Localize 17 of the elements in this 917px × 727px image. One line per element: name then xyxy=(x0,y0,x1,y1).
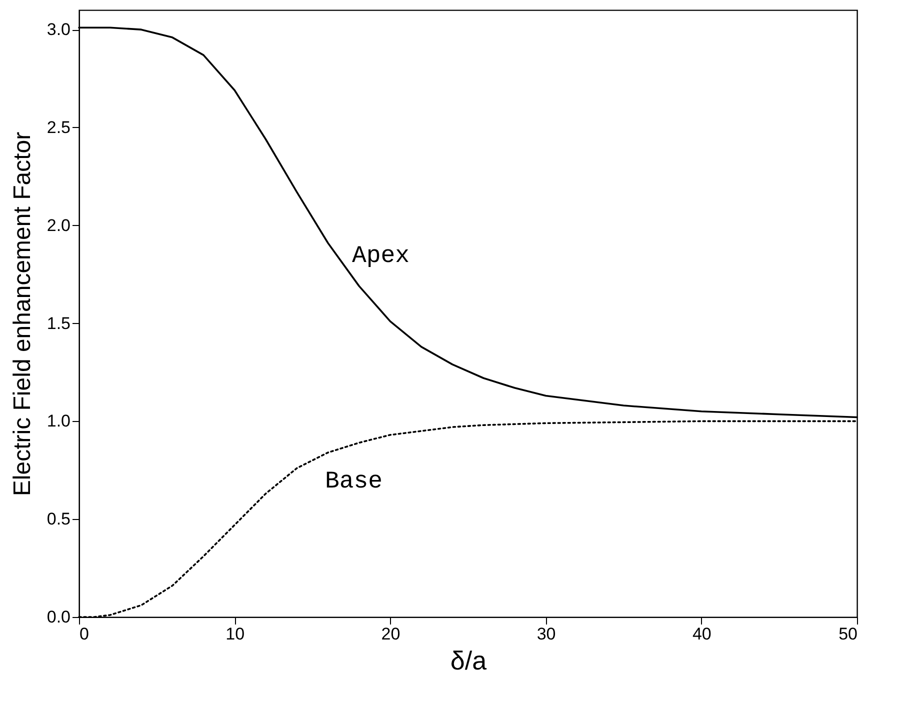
y-tick-label: 2.5 xyxy=(46,118,70,137)
x-tick-label: 40 xyxy=(692,624,712,644)
x-tick-label: 10 xyxy=(226,624,245,644)
y-tick-label: 1.0 xyxy=(46,412,70,431)
y-tick-label: 1.5 xyxy=(46,314,70,333)
x-axis-title: δ/a xyxy=(450,646,488,676)
x-tick-label: 0 xyxy=(80,624,89,644)
y-axis-title: Electric Field enhancement Factor xyxy=(8,132,36,496)
x-tick-label: 50 xyxy=(838,624,858,644)
x-tick-label: 30 xyxy=(536,624,556,644)
y-tick-label: 2.0 xyxy=(46,216,70,235)
series-label: Apex xyxy=(352,243,410,270)
y-tick-label: 3.0 xyxy=(46,20,70,40)
x-tick-label: 20 xyxy=(381,624,400,644)
y-tick-label: 0.0 xyxy=(46,608,70,626)
series-label: Base xyxy=(324,468,383,496)
y-tick-label: 0.5 xyxy=(46,510,70,529)
